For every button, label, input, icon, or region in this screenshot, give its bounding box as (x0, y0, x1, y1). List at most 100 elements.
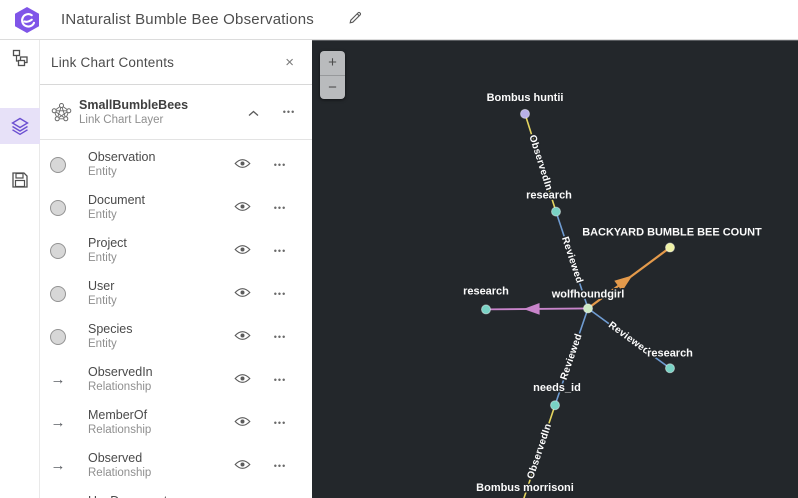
zoom-in-button[interactable]: + (320, 51, 345, 75)
layer-item-project[interactable]: Project Entity ••• (40, 229, 312, 272)
item-options-button[interactable]: ••• (268, 242, 292, 260)
graph-node-label: research (463, 285, 509, 297)
graph-edge-arrowhead (614, 275, 633, 292)
chevron-up-icon (248, 105, 259, 120)
graph-edge-wolfhoundgirl-research-right[interactable] (587, 307, 671, 369)
graph-edge-wolfhoundgirl-needs-id[interactable] (554, 308, 589, 406)
visibility-toggle[interactable] (230, 155, 254, 175)
relationship-arrow-icon: → (50, 456, 66, 474)
topbar: INaturalist Bumble Bee Observations (0, 0, 798, 40)
layer-item-observed[interactable]: → Observed Relationship ••• (40, 444, 312, 487)
graph-node-backyard-bumble-bee-count[interactable] (665, 242, 675, 253)
graph-node-research-left[interactable] (481, 304, 491, 315)
item-options-button[interactable]: ••• (268, 156, 292, 174)
document-title: INaturalist Bumble Bee Observations (61, 11, 314, 28)
visibility-toggle[interactable] (230, 284, 254, 304)
app-logo-icon[interactable] (13, 6, 41, 34)
zoom-out-button[interactable]: − (320, 75, 345, 99)
item-label: Project (88, 236, 127, 250)
collapse-layer-button[interactable] (241, 100, 265, 124)
entity-icon (50, 199, 66, 216)
entity-icon (50, 328, 66, 345)
item-label: User (88, 279, 115, 293)
eye-icon (233, 372, 251, 387)
eye-icon (233, 157, 251, 172)
item-options-button[interactable]: ••• (268, 414, 292, 432)
graph-edge-label: ObservedIn (526, 134, 554, 192)
visibility-toggle[interactable] (230, 370, 254, 390)
eye-icon (233, 329, 251, 344)
graph-edge-label: Reviewed (559, 332, 585, 381)
graph-edge-arrowhead (533, 150, 541, 162)
item-text: Observed Relationship (88, 450, 230, 481)
item-text: Species Entity (88, 321, 230, 352)
relationship-arrow-icon: → (50, 370, 66, 388)
visibility-toggle[interactable] (230, 413, 254, 433)
item-type: Entity (88, 166, 117, 178)
item-type: Entity (88, 338, 117, 350)
graph-edge-arrowhead (523, 303, 540, 315)
entity-icon (50, 285, 66, 302)
layer-type: Link Chart Layer (79, 113, 164, 126)
link-chart-contents-panel: Link Chart Contents × (40, 40, 312, 498)
graph-node-needs-id[interactable] (550, 400, 560, 411)
graph-edge-bombus-huntii-research-top[interactable] (524, 113, 557, 212)
item-label: Observed (88, 451, 143, 465)
layer-item-hasdocument[interactable]: →HasDocumentRelationship••• (40, 487, 312, 498)
visibility-toggle[interactable] (230, 327, 254, 347)
layer-item-document[interactable]: Document Entity ••• (40, 186, 312, 229)
item-text: HasDocumentRelationship (88, 493, 230, 498)
visibility-toggle[interactable] (230, 198, 254, 218)
graph-node-wolfhoundgirl[interactable] (583, 303, 593, 314)
item-options-button[interactable]: ••• (268, 328, 292, 346)
item-label: ObservedIn (88, 365, 153, 379)
edit-title-button[interactable] (342, 7, 368, 33)
layer-item-species[interactable]: Species Entity ••• (40, 315, 312, 358)
zoom-control: + − (320, 51, 345, 99)
item-label: Observation (88, 150, 156, 164)
entity-icon (50, 242, 66, 259)
graph-edge-arrowhead (570, 256, 576, 265)
graph-node-research-right[interactable] (665, 363, 675, 374)
link-chart-canvas[interactable]: + − ObservedIn Reviewed Reviewed Reviewed Ob… (312, 40, 798, 498)
graph-edge-label: Reviewed (606, 320, 652, 357)
item-text: ObservedIn Relationship (88, 364, 230, 395)
sidebar-item-save[interactable] (0, 162, 40, 198)
graph-node-research-top[interactable] (551, 206, 561, 217)
layer-item-observation[interactable]: Observation Entity ••• (40, 143, 312, 186)
layer-item-list: Observation Entity ••• Document Entity ••• Pro… (40, 140, 312, 498)
layers-icon (10, 116, 30, 136)
eye-icon (233, 243, 251, 258)
item-type: Relationship (88, 467, 152, 479)
sidebar-item-layers[interactable] (0, 108, 40, 144)
eye-icon (233, 286, 251, 301)
item-text: User Entity (88, 278, 230, 309)
eye-icon (233, 415, 251, 430)
item-options-button[interactable]: ••• (268, 457, 292, 475)
item-type: Relationship (88, 424, 152, 436)
layer-options-button[interactable]: ••• (277, 103, 301, 121)
layer-item-user[interactable]: User Entity ••• (40, 272, 312, 315)
graph-node-label: needs_id (533, 382, 581, 394)
item-type: Entity (88, 252, 117, 264)
item-options-button[interactable]: ••• (268, 285, 292, 303)
visibility-toggle[interactable] (230, 456, 254, 476)
graph-node-bombus-huntii[interactable] (520, 108, 530, 119)
visibility-toggle[interactable] (230, 241, 254, 261)
close-panel-button[interactable]: × (281, 53, 298, 72)
item-options-button[interactable]: ••• (268, 199, 292, 217)
graph-node-label: wolfhoundgirl (551, 288, 625, 300)
relationship-arrow-icon: → (50, 413, 66, 431)
sidebar-item-link-chart-contents[interactable] (0, 40, 40, 76)
layer-item-observedin[interactable]: → ObservedIn Relationship ••• (40, 358, 312, 401)
item-options-button[interactable]: ••• (268, 371, 292, 389)
layer-header-row[interactable]: SmallBumbleBees Link Chart Layer ••• (40, 85, 312, 140)
eye-icon (233, 200, 251, 215)
graph-edge-arrowhead (532, 451, 540, 463)
save-icon (11, 171, 29, 189)
graph-node-label: research (526, 190, 572, 202)
layer-item-memberof[interactable]: → MemberOf Relationship ••• (40, 401, 312, 444)
item-label: Document (88, 193, 145, 207)
link-chart-svg[interactable]: ObservedIn Reviewed Reviewed Reviewed Observ… (312, 41, 798, 498)
